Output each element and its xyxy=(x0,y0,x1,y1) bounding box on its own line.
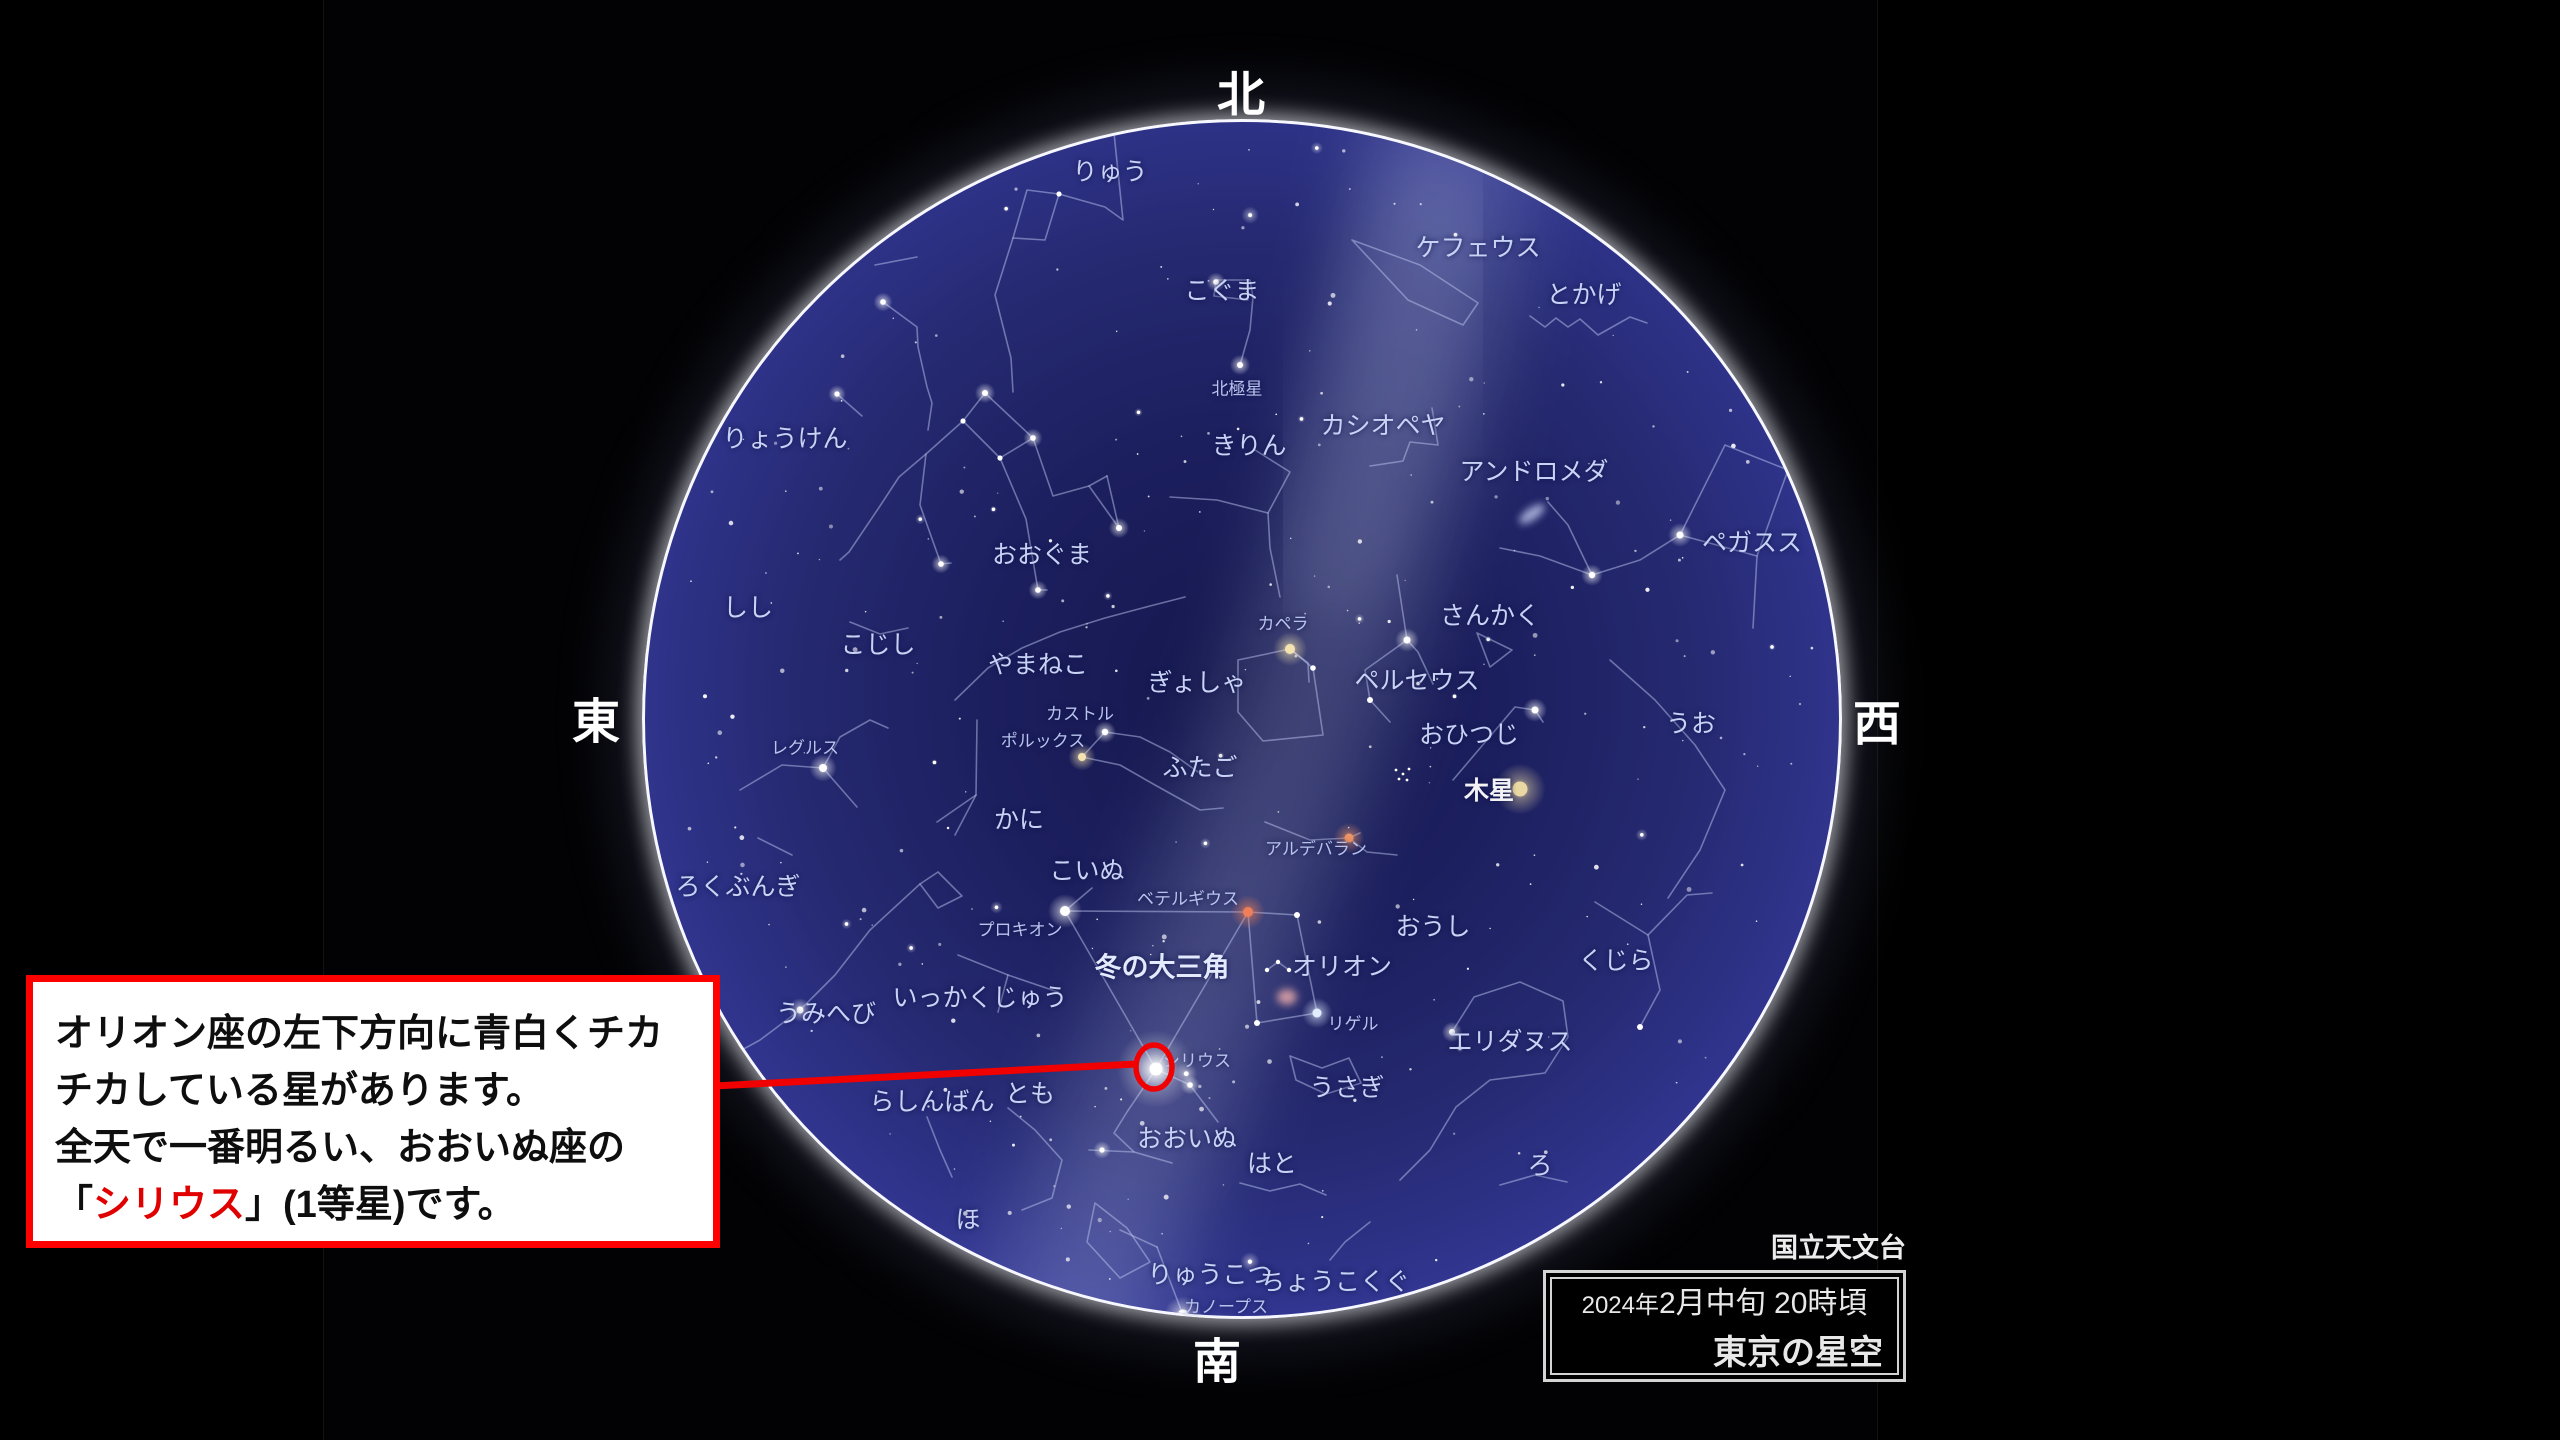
constellation-label: かに xyxy=(993,806,1045,834)
constellation-label: ろくぶんぎ xyxy=(675,873,801,901)
bracket-open: 「 xyxy=(55,1184,94,1226)
constellation-label: こいぬ xyxy=(1049,857,1125,885)
annotation-box: オリオン座の左下方向に青白くチカ チカしている星があります。 全天で一番明るい、… xyxy=(26,975,720,1248)
constellation-label: きりん xyxy=(1211,432,1287,460)
constellation-label: りゅう xyxy=(1072,158,1148,186)
constellation-label: さんかく xyxy=(1439,602,1541,630)
constellation-label: リゲル xyxy=(1327,1014,1379,1034)
constellation-label: はと xyxy=(1246,1150,1298,1178)
date-year: 2024年 xyxy=(1581,1292,1659,1319)
constellation-label: うお xyxy=(1665,710,1717,738)
constellation-label: うみへび xyxy=(775,1000,877,1028)
sirius-highlight: シリウス xyxy=(93,1184,246,1226)
west-label: 西 xyxy=(1852,698,1904,751)
constellation-label: こぐま xyxy=(1184,277,1260,305)
date-location-box: 2024年2月中旬 20時頃 東京の星空 xyxy=(1543,1270,1906,1382)
constellation-label: やまねこ xyxy=(987,651,1089,679)
credit-label: 国立天文台 xyxy=(1771,1233,1906,1263)
constellation-label: おおいぬ xyxy=(1136,1125,1238,1153)
constellation-label: カシオペヤ xyxy=(1320,412,1446,440)
annotation-line-2: チカしている星があります。 xyxy=(55,1070,545,1112)
constellation-label: ケフェウス xyxy=(1415,234,1541,262)
constellation-label: おひつじ xyxy=(1418,721,1520,749)
constellation-label: ペガスス xyxy=(1701,529,1803,557)
constellation-label: らしんばん xyxy=(869,1088,995,1116)
constellation-label: ポルックス xyxy=(1000,731,1086,751)
constellation-label: 北極星 xyxy=(1211,379,1263,399)
constellation-label: アンドロメダ xyxy=(1459,458,1609,486)
annotation-line-4: 「シリウス」(1等星)です。 xyxy=(55,1177,691,1234)
constellation-label: とかげ xyxy=(1546,281,1622,309)
date-main: 2月中旬 20時頃 xyxy=(1659,1287,1868,1320)
constellation-label: アルデバラン xyxy=(1265,839,1367,859)
constellation-label: くじら xyxy=(1578,947,1654,975)
constellation-label: カノープス xyxy=(1184,1297,1268,1317)
location-title: 東京の星空 xyxy=(1713,1334,1883,1372)
constellation-label: レグルス xyxy=(771,738,839,758)
constellation-label: カペラ xyxy=(1257,614,1309,634)
constellation-label: ろ xyxy=(1527,1152,1553,1180)
constellation-label: いっかくじゅう xyxy=(892,984,1068,1012)
annotation-line-3: 全天で一番明るい、おおいぬ座の xyxy=(55,1127,626,1169)
constellation-label: オリオン xyxy=(1291,953,1393,981)
constellation-label: りゅうこつ xyxy=(1147,1261,1273,1289)
constellation-label: 木星 xyxy=(1463,777,1515,805)
constellation-label: りょうけん xyxy=(722,425,848,453)
constellation-label: ぎょしゃ xyxy=(1147,669,1247,697)
line4-rest: 」(1等星)です。 xyxy=(245,1184,516,1226)
date-location-inner: 2024年2月中旬 20時頃 東京の星空 xyxy=(1550,1277,1899,1375)
north-label: 北 xyxy=(1216,69,1268,122)
annotation-line-1: オリオン座の左下方向に青白くチカ xyxy=(55,1013,664,1055)
constellation-label: とも xyxy=(1004,1080,1056,1108)
constellation-label: ベテルギウス xyxy=(1137,889,1239,909)
constellation-label: シリウス xyxy=(1163,1051,1231,1071)
constellation-label: プロキオン xyxy=(977,920,1063,940)
constellation-label: ふたご xyxy=(1162,754,1238,782)
constellation-label: 冬の大三角 xyxy=(1094,952,1230,983)
constellation-label: ほ xyxy=(955,1206,981,1234)
constellation-label: しし xyxy=(722,594,774,622)
constellation-label: ペルセウス xyxy=(1354,667,1480,695)
constellation-label: カストル xyxy=(1046,704,1114,724)
constellation-label: ちょうこくぐ xyxy=(1259,1268,1411,1296)
constellation-label: おうし xyxy=(1395,913,1471,941)
east-label: 東 xyxy=(571,696,623,749)
constellation-label: エリダヌス xyxy=(1447,1028,1573,1056)
constellation-label: おおぐま xyxy=(991,541,1093,569)
south-label: 南 xyxy=(1192,1336,1244,1389)
date-text: 2024年2月中旬 20時頃 xyxy=(1566,1278,1883,1322)
constellation-label: こじし xyxy=(840,631,916,659)
constellation-label: うさぎ xyxy=(1309,1074,1385,1102)
